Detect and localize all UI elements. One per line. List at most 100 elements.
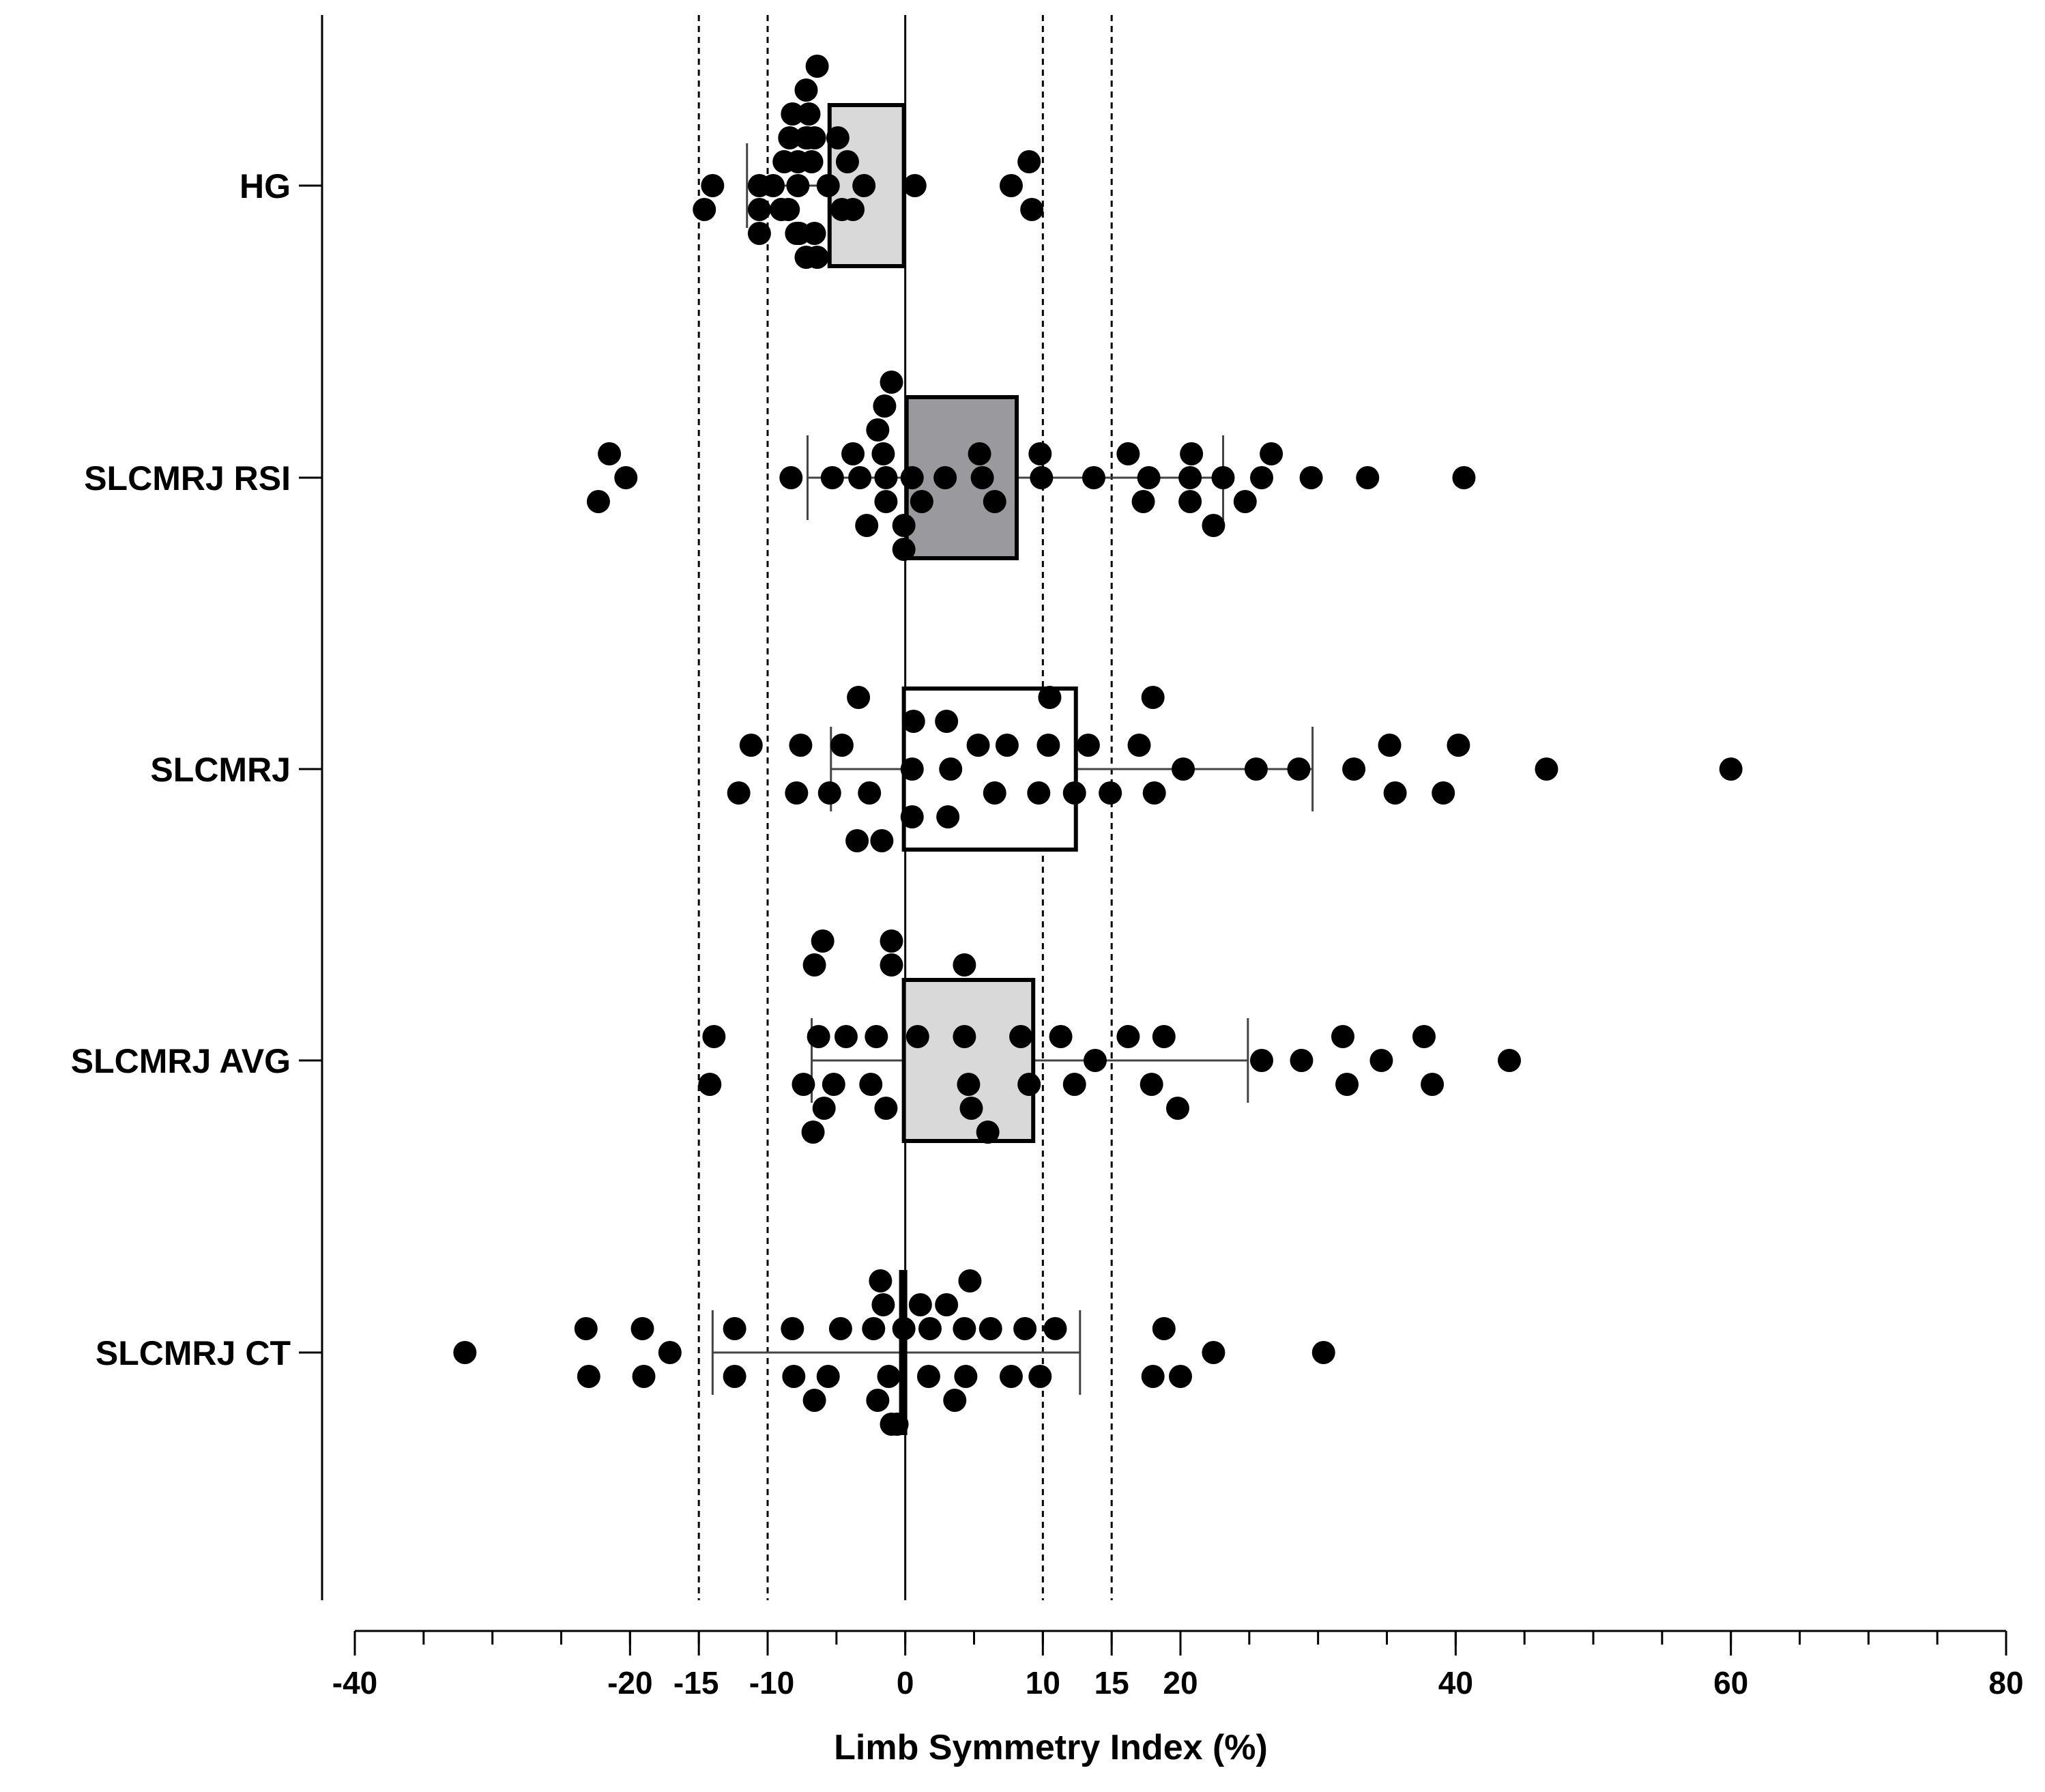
- box-slcmrj: [901, 687, 1078, 852]
- data-point-slcmrj-rsi: [1178, 466, 1202, 489]
- data-point-slcmrj-rsi: [855, 514, 879, 537]
- data-point-slcmrj-rsi: [1249, 466, 1273, 489]
- data-point-slcmrj-rsi: [983, 490, 1006, 513]
- data-point-slcmrj-avg: [822, 1073, 845, 1096]
- data-point-hg: [794, 78, 818, 102]
- data-point-slcmrj-avg: [880, 953, 903, 977]
- data-point-slcmrj-rsi: [874, 466, 898, 489]
- data-point-slcmrj-ct: [1152, 1317, 1176, 1340]
- data-point-slcmrj-rsi: [970, 466, 994, 489]
- data-point-slcmrj: [727, 781, 751, 805]
- data-point-slcmrj-rsi: [871, 442, 895, 465]
- data-point-slcmrj-ct: [953, 1317, 976, 1340]
- data-point-slcmrj-rsi: [598, 442, 622, 465]
- data-point-slcmrj-avg: [1083, 1049, 1107, 1072]
- data-point-slcmrj-avg: [953, 953, 976, 977]
- data-point-slcmrj-ct: [816, 1365, 840, 1388]
- data-point-slcmrj-ct: [453, 1341, 477, 1364]
- data-point-slcmrj-avg: [865, 1025, 888, 1048]
- data-point-slcmrj-avg: [698, 1073, 722, 1096]
- data-point-hg: [805, 55, 829, 78]
- data-point-slcmrj-ct: [958, 1269, 982, 1292]
- x-tick-label: -40: [332, 1665, 377, 1701]
- data-point-slcmrj-avg: [953, 1025, 976, 1048]
- data-point-hg: [903, 174, 927, 197]
- data-point-slcmrj: [1038, 686, 1062, 709]
- data-point-slcmrj-avg: [859, 1073, 883, 1096]
- data-point-slcmrj-avg: [874, 1097, 898, 1120]
- data-point-slcmrj: [1142, 781, 1166, 805]
- data-point-slcmrj-ct: [871, 1293, 895, 1316]
- data-point-slcmrj: [785, 781, 809, 805]
- data-point-slcmrj-avg: [1017, 1073, 1041, 1096]
- data-point-slcmrj-avg: [802, 953, 826, 977]
- data-point-hg: [747, 198, 771, 221]
- category-label-hg: HG: [240, 167, 291, 205]
- data-point-slcmrj-ct: [630, 1317, 654, 1340]
- data-point-slcmrj: [817, 781, 841, 805]
- data-point-hg: [1020, 198, 1044, 221]
- data-point-slcmrj: [1287, 757, 1311, 781]
- x-tick-label: -20: [607, 1665, 652, 1701]
- data-point-slcmrj-ct: [574, 1317, 598, 1340]
- data-point-hg: [770, 198, 794, 221]
- data-point-slcmrj-rsi: [1452, 466, 1476, 489]
- data-point-slcmrj-ct: [1013, 1317, 1037, 1340]
- data-point-slcmrj-avg: [1290, 1049, 1314, 1072]
- data-point-slcmrj: [935, 710, 959, 733]
- data-point-hg: [747, 222, 771, 245]
- data-point-slcmrj: [1141, 686, 1165, 709]
- data-point-hg: [852, 174, 876, 197]
- data-point-slcmrj: [789, 734, 813, 757]
- data-point-slcmrj-avg: [1116, 1025, 1140, 1048]
- data-point-slcmrj-avg: [792, 1073, 815, 1096]
- data-point-slcmrj: [870, 829, 894, 852]
- data-point-slcmrj: [1036, 734, 1060, 757]
- data-point-slcmrj-rsi: [586, 490, 610, 513]
- x-tick-label: 60: [1713, 1665, 1748, 1701]
- data-point-slcmrj-ct: [916, 1365, 940, 1388]
- data-point-slcmrj: [983, 781, 1006, 805]
- data-point-hg: [802, 126, 826, 149]
- data-point-slcmrj-ct: [999, 1365, 1023, 1388]
- data-point-slcmrj-avg: [801, 1121, 825, 1144]
- data-point-slcmrj-avg: [1152, 1025, 1176, 1048]
- x-tick-label: 20: [1163, 1665, 1198, 1701]
- data-point-slcmrj-rsi: [841, 442, 865, 465]
- data-point-slcmrj-avg: [880, 929, 903, 953]
- data-point-hg: [781, 102, 804, 126]
- data-point-slcmrj-ct: [877, 1365, 901, 1388]
- data-point-slcmrj: [966, 734, 990, 757]
- x-tick-label: 40: [1438, 1665, 1473, 1701]
- data-point-slcmrj-rsi: [933, 466, 957, 489]
- data-point-hg: [1017, 150, 1041, 173]
- data-point-slcmrj: [858, 781, 882, 805]
- data-point-slcmrj: [845, 829, 869, 852]
- box-slcmrj-rsi: [904, 395, 1019, 560]
- data-point-slcmrj-avg: [1062, 1073, 1086, 1096]
- data-point-slcmrj-rsi: [1233, 490, 1257, 513]
- data-point-slcmrj: [1342, 757, 1366, 781]
- data-point-slcmrj: [1127, 734, 1151, 757]
- data-point-slcmrj-rsi: [1028, 442, 1052, 465]
- data-point-slcmrj: [1244, 757, 1268, 781]
- data-point-slcmrj-ct: [954, 1365, 978, 1388]
- category-label-slcmrj: SLCMRJ: [150, 751, 291, 789]
- data-point-slcmrj-avg: [905, 1025, 929, 1048]
- data-point-hg: [841, 198, 865, 221]
- data-point-slcmrj-avg: [1497, 1049, 1521, 1072]
- data-point-slcmrj-ct: [892, 1317, 916, 1340]
- data-point-slcmrj: [1447, 734, 1470, 757]
- data-point-slcmrj-rsi: [1030, 466, 1054, 489]
- data-point-slcmrj-ct: [1311, 1341, 1335, 1364]
- data-point-slcmrj-rsi: [874, 490, 898, 513]
- data-point-slcmrj-ct: [885, 1413, 909, 1436]
- data-point-slcmrj-avg: [812, 1097, 836, 1120]
- data-point-slcmrj-ct: [781, 1317, 804, 1340]
- data-point-slcmrj: [847, 686, 871, 709]
- data-point-slcmrj-ct: [828, 1317, 852, 1340]
- data-point-slcmrj-rsi: [1178, 490, 1202, 513]
- data-point-hg: [772, 150, 796, 173]
- data-point-hg: [835, 150, 859, 173]
